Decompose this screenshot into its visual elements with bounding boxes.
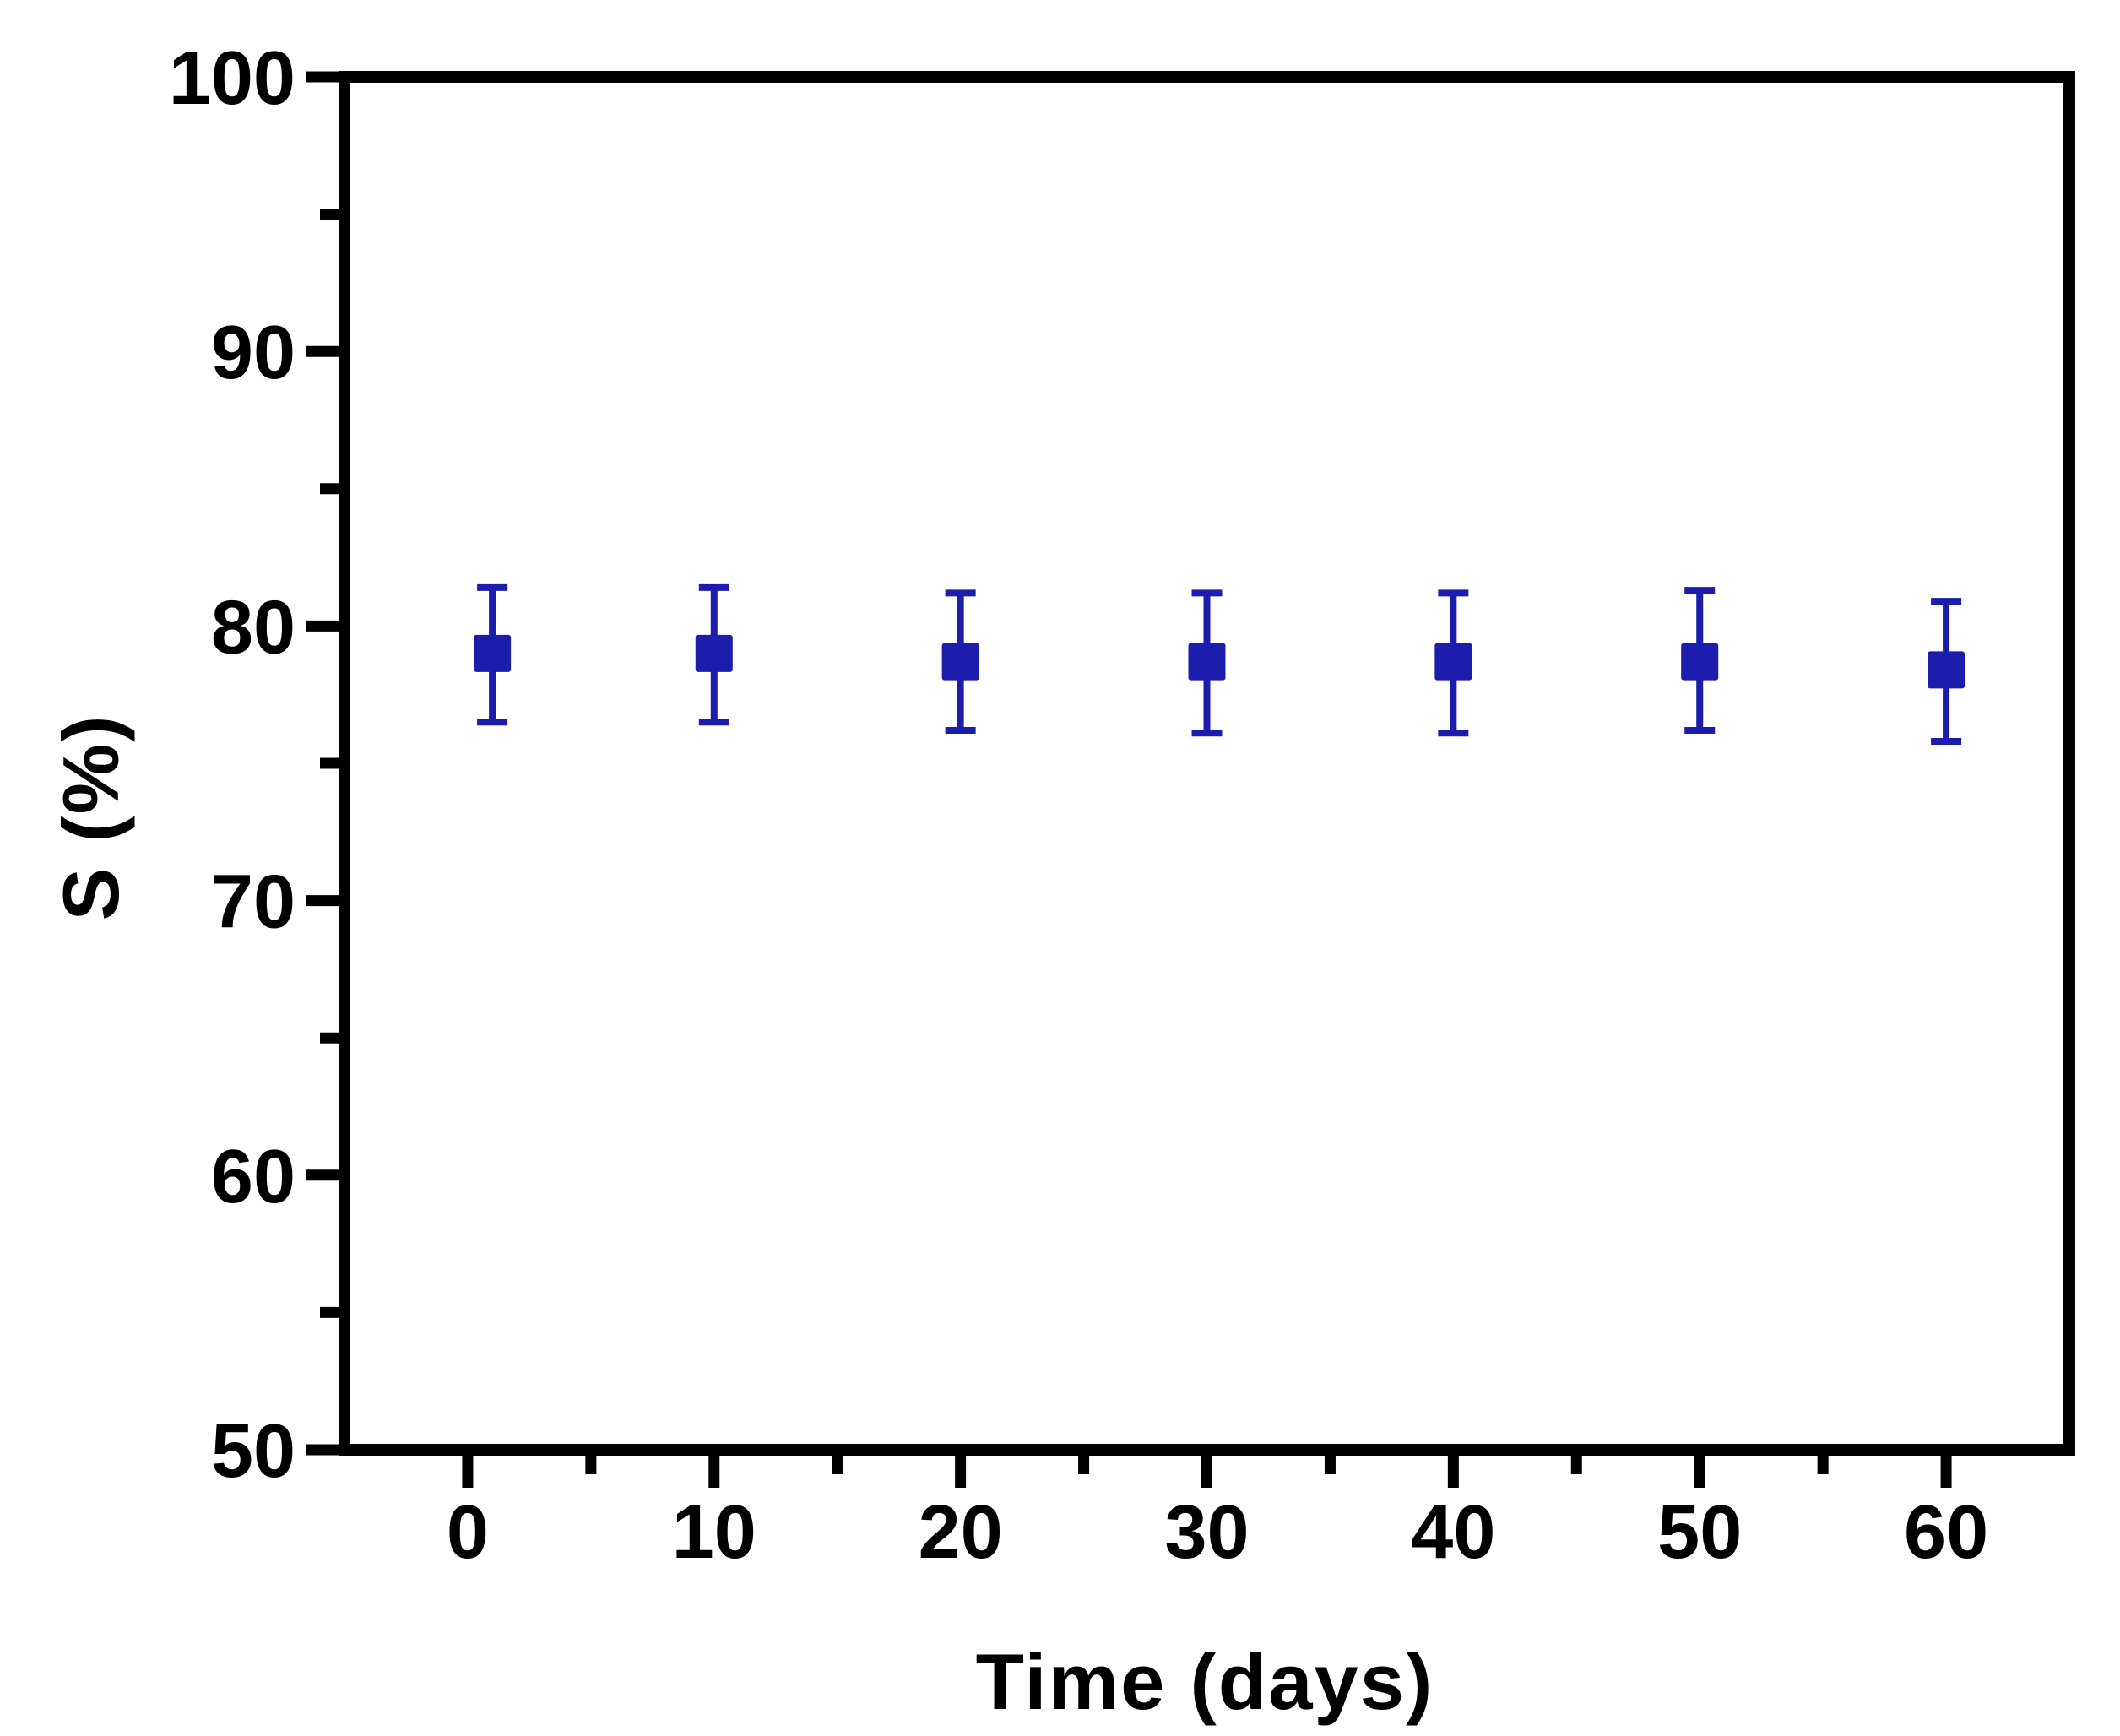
y-tick-label: 90 [211,311,295,395]
x-axis-title: Time (days) [975,1637,1434,1726]
data-point-marker [695,634,733,672]
data-point-marker [1434,643,1472,681]
x-tick-label: 50 [1657,1490,1742,1575]
y-tick-label: 60 [211,1135,295,1219]
x-tick-label: 30 [1164,1490,1249,1575]
y-axis-title: S (%) [46,713,135,921]
data-point-marker [1928,651,1965,689]
data-point-marker [1188,643,1226,681]
x-tick-label: 40 [1411,1490,1495,1575]
x-tick-label: 20 [919,1490,1003,1575]
data-point-marker [1681,643,1719,681]
y-tick-label: 100 [169,36,295,121]
y-tick-label: 80 [211,585,295,670]
x-tick-label: 10 [672,1490,756,1575]
plot-frame [339,71,2075,1456]
x-tick-label: 60 [1904,1490,1988,1575]
data-point-marker [941,643,979,681]
data-point-marker [474,634,512,672]
y-tick-label: 50 [211,1409,295,1494]
y-tick-label: 70 [211,860,295,945]
x-tick-label: 0 [447,1490,489,1575]
